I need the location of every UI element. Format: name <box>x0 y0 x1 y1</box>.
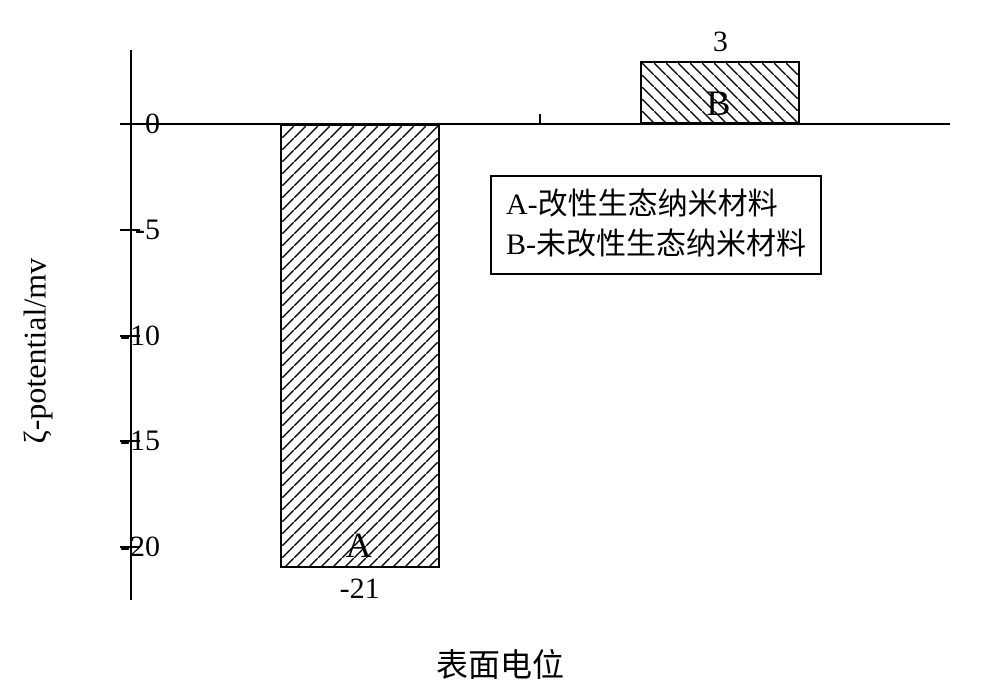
plot-area: A-21B3 <box>130 50 950 600</box>
y-axis-title: ζ-potential/mv <box>17 258 54 444</box>
bar-a <box>280 124 440 568</box>
legend-item-b: B-未改性生态纳米材料 <box>506 225 806 265</box>
y-tick-label: -5 <box>100 215 160 245</box>
bar-inside-label-b: B <box>706 82 730 124</box>
bar-value-label-b: 3 <box>640 25 800 59</box>
y-tick-label: 0 <box>100 109 160 139</box>
bar-inside-label-a: A <box>346 524 372 566</box>
x-tick <box>539 114 541 124</box>
y-tick-label: -10 <box>100 321 160 351</box>
y-tick-label: -15 <box>100 426 160 456</box>
legend-box: A-改性生态纳米材料 B-未改性生态纳米材料 <box>490 175 822 275</box>
legend-item-a: A-改性生态纳米材料 <box>506 185 806 225</box>
chart-container: A-21B3 ζ-potential/mv A-改性生态纳米材料 B-未改性生态… <box>0 0 1000 690</box>
bar-value-label-a: -21 <box>280 572 440 606</box>
y-tick-label: -20 <box>100 532 160 562</box>
x-axis-title: 表面电位 <box>0 640 1000 686</box>
